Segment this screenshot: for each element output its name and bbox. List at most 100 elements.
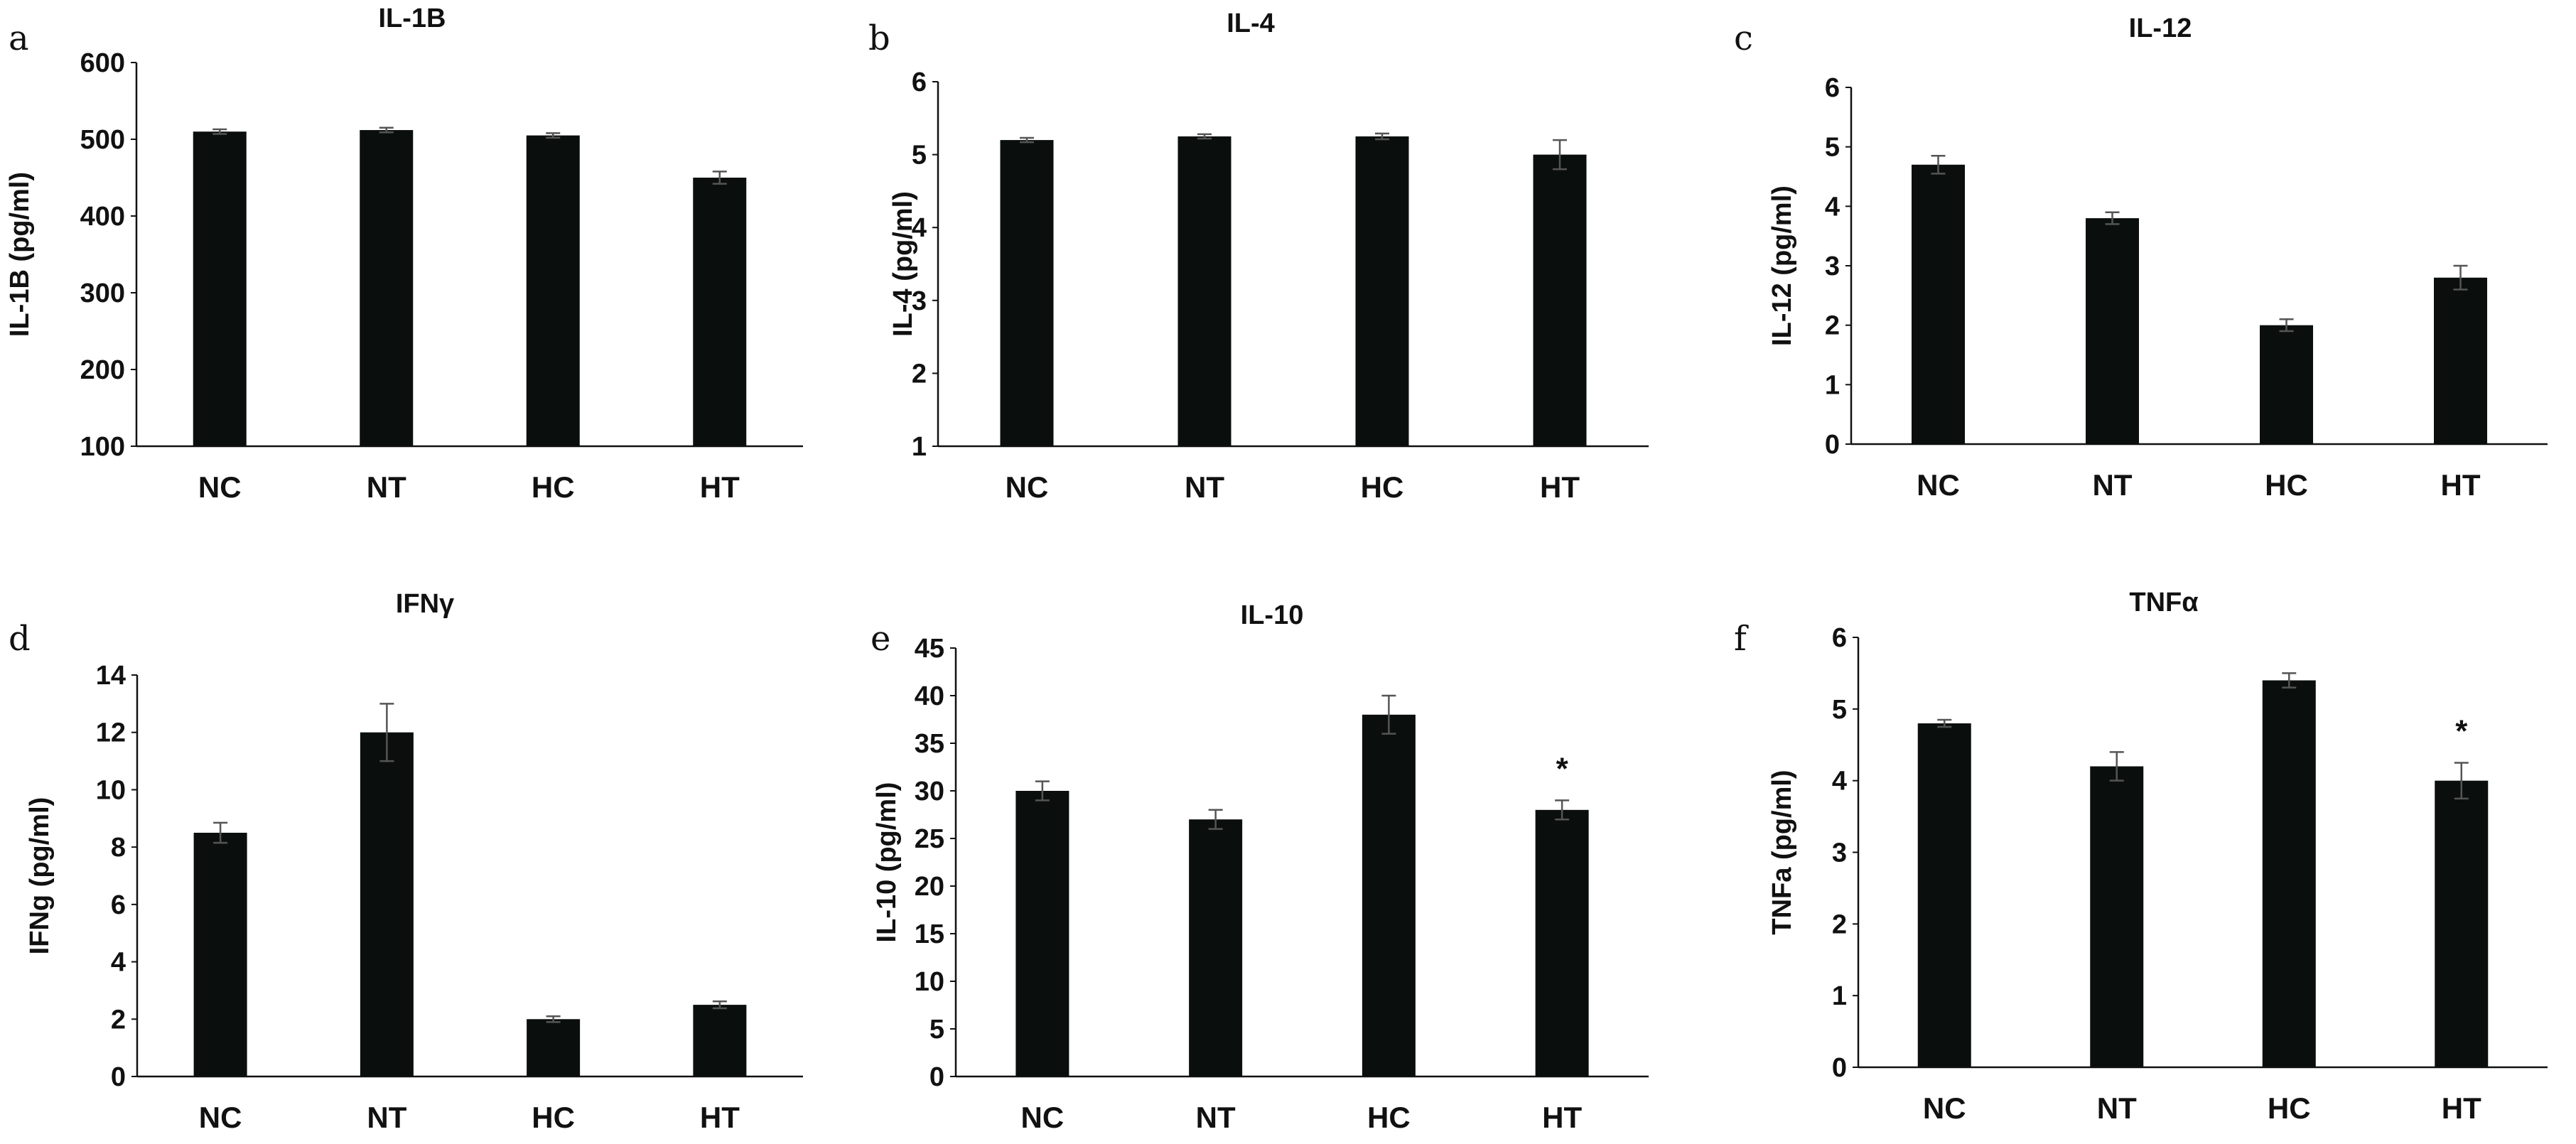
bar-hc [1362, 714, 1416, 1076]
y-tick-label: 5 [929, 1015, 944, 1045]
y-tick-label: 600 [80, 48, 125, 78]
x-tick-label: NC [198, 470, 242, 504]
y-tick-label: 5 [912, 141, 927, 171]
x-tick-label: HC [2265, 468, 2308, 502]
bar-hc [526, 135, 580, 446]
bar-nc [193, 832, 247, 1076]
y-tick-label: 0 [111, 1062, 126, 1092]
y-tick-label: 2 [1825, 311, 1840, 341]
panel-letter: d [9, 619, 31, 659]
y-tick-label: 45 [915, 634, 944, 664]
y-tick-label: 4 [111, 948, 126, 978]
bar-hc [527, 1019, 581, 1076]
bar-hc [2260, 325, 2313, 444]
y-tick-label: 20 [915, 872, 944, 902]
y-tick-label: 4 [912, 213, 927, 243]
y-axis-label: IL-1B (pg/ml) [5, 172, 35, 337]
x-tick-label: NT [2097, 1091, 2137, 1125]
y-tick-label: 6 [1832, 623, 1847, 653]
x-tick-label: HC [1361, 470, 1404, 504]
y-tick-label: 1 [1832, 981, 1847, 1011]
y-tick-label: 12 [96, 718, 126, 748]
x-tick-label: HC [532, 470, 575, 504]
panel-letter: a [9, 18, 29, 58]
y-axis-label: IFNg (pg/ml) [25, 797, 55, 955]
x-tick-label: HC [1367, 1101, 1411, 1134]
significance-marker: * [2455, 713, 2468, 748]
y-tick-label: 6 [111, 890, 126, 920]
chart-title: IL-10 [1241, 600, 1304, 630]
x-tick-label: HC [2268, 1091, 2311, 1125]
bar-nc [1912, 164, 1965, 444]
panel-a: a IL-1B IL-1B (pg/ml) 100 200 300 400 500 600 NC N… [5, 4, 803, 504]
y-tick-label: 14 [96, 661, 126, 691]
panel-letter: b [868, 18, 890, 58]
panel-e: e IL-10 IL-10 (pg/ml) 0 5 10 15 20 25 30 35 40 45 NC N… [871, 600, 1649, 1134]
y-tick-label: 2 [111, 1005, 126, 1035]
x-tick-label: NT [1196, 1101, 1236, 1134]
x-tick-label: NT [1185, 470, 1224, 504]
bar-nt [2086, 218, 2139, 444]
y-tick-label: 4 [1825, 192, 1840, 222]
y-tick-label: 35 [915, 729, 944, 759]
x-tick-label: NC [1021, 1101, 1065, 1134]
chart-title: IFNγ [396, 589, 454, 619]
y-tick-label: 2 [912, 359, 927, 389]
y-tick-label: 15 [915, 919, 944, 949]
y-tick-label: 40 [915, 681, 944, 711]
x-tick-label: NT [2093, 468, 2133, 502]
y-tick-label: 8 [111, 833, 126, 863]
y-tick-label: 5 [1832, 695, 1847, 725]
chart-title: TNFα [2129, 588, 2198, 617]
y-tick-label: 10 [96, 775, 126, 805]
y-tick-label: 1 [1825, 370, 1840, 400]
x-tick-label: NC [1917, 468, 1960, 502]
y-axis-label: IL-4 (pg/ml) [888, 191, 918, 337]
bar-nc [193, 131, 247, 446]
bar-nt [1189, 819, 1243, 1076]
y-axis-label: IL-10 (pg/ml) [872, 782, 902, 943]
x-tick-label: HT [2442, 1091, 2481, 1125]
y-tick-label: 4 [1832, 767, 1847, 797]
x-tick-label: HC [532, 1101, 575, 1134]
y-axis-label: TNFa (pg/ml) [1767, 770, 1797, 934]
y-tick-label: 200 [80, 355, 125, 385]
y-tick-label: 0 [929, 1062, 944, 1092]
y-tick-label: 3 [1825, 252, 1840, 281]
x-tick-label: NC [199, 1101, 242, 1134]
bar-ht [693, 178, 747, 446]
chart-title: IL-1B [379, 4, 446, 33]
panel-c: c IL-12 IL-12 (pg/ml) 0 1 2 3 4 5 6 NC NT HC HT [1734, 14, 2548, 502]
y-tick-label: 0 [1832, 1053, 1847, 1083]
significance-marker: * [1556, 751, 1569, 786]
x-tick-label: NT [367, 1101, 406, 1134]
y-tick-label: 500 [80, 125, 125, 155]
y-tick-label: 25 [915, 824, 944, 854]
x-tick-label: NC [1923, 1091, 1966, 1125]
panel-letter: c [1734, 18, 1753, 58]
bar-ht [2434, 277, 2487, 444]
chart-title: IL-4 [1227, 9, 1275, 38]
y-tick-label: 5 [1825, 133, 1840, 163]
x-tick-label: HT [1542, 1101, 1582, 1134]
panel-letter: f [1734, 619, 1749, 659]
x-tick-label: HT [2441, 468, 2481, 502]
x-tick-label: NT [367, 470, 406, 504]
y-axis-label: IL-12 (pg/ml) [1767, 185, 1797, 346]
bar-nc [1015, 791, 1069, 1076]
chart-title: IL-12 [2129, 14, 2192, 43]
bar-nc [1917, 723, 1971, 1067]
panel-b: b IL-4 IL-4 (pg/ml) 1 2 3 4 5 6 NC NT HC HT [868, 9, 1649, 504]
panel-letter: e [871, 619, 890, 659]
x-tick-label: HT [1540, 470, 1580, 504]
y-tick-label: 1 [912, 432, 927, 462]
panel-d: d IFNγ IFNg (pg/ml) 0 2 4 6 8 10 12 14 NC NT HC HT [9, 589, 803, 1134]
bar-ht [1535, 809, 1589, 1076]
bar-nt [2090, 766, 2144, 1067]
x-tick-label: NC [1006, 470, 1049, 504]
y-tick-label: 3 [1832, 838, 1847, 868]
x-tick-label: HT [700, 470, 740, 504]
y-tick-label: 30 [915, 777, 944, 806]
bar-ht [2435, 780, 2489, 1067]
